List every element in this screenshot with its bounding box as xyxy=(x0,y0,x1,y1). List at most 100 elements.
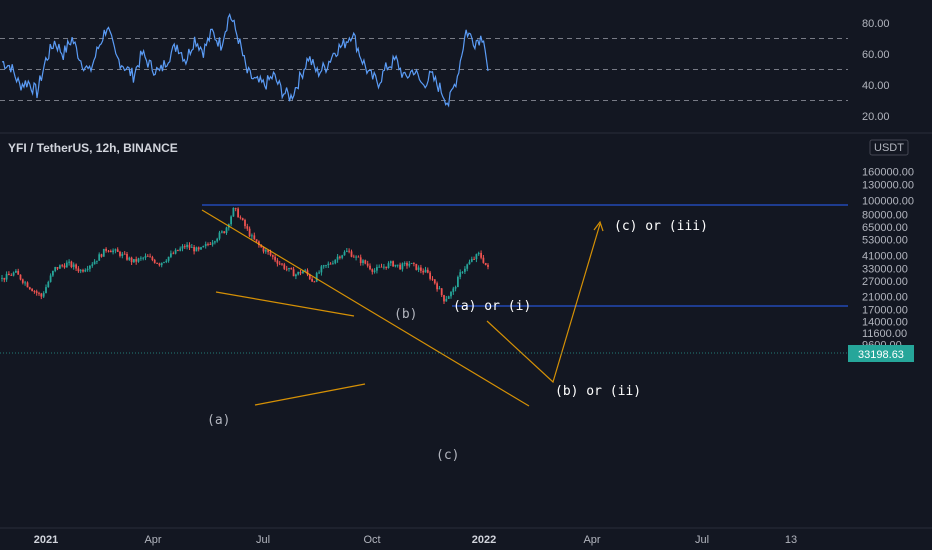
candle-body xyxy=(40,293,43,297)
candle-body xyxy=(21,279,24,283)
oscillator-levels xyxy=(0,38,848,101)
candle-body xyxy=(225,227,228,233)
candle-body xyxy=(318,272,320,274)
candle-body xyxy=(75,264,77,269)
oscillator-tick-label: 20.00 xyxy=(862,111,890,123)
time-tick-label: Apr xyxy=(583,534,600,546)
candle-body xyxy=(137,258,140,262)
candle-body xyxy=(68,261,70,263)
candle-body xyxy=(464,268,466,272)
candle-body xyxy=(431,278,434,280)
triangle-lower-line xyxy=(254,383,366,406)
candle-body xyxy=(408,263,411,266)
time-axis[interactable]: 2021 Apr Jul Oct 2022 Apr Jul 13 xyxy=(34,534,797,546)
candle-body xyxy=(207,244,209,245)
candle-body xyxy=(89,265,91,269)
candle-body xyxy=(320,266,323,273)
candle-body xyxy=(133,259,135,263)
price-tick-label: 21000.00 xyxy=(862,292,908,304)
candle-body xyxy=(91,264,94,266)
horizontal-levels xyxy=(202,204,848,307)
candle-body xyxy=(410,263,413,264)
candle-body xyxy=(329,263,332,265)
candle-body xyxy=(200,247,202,250)
candle-body xyxy=(135,259,138,262)
candle-body xyxy=(237,208,239,218)
candle-body xyxy=(128,257,131,260)
price-tick-label: 80000.00 xyxy=(862,209,908,221)
candle-body xyxy=(369,265,371,270)
candle-body xyxy=(357,256,360,258)
annotations: (a) (b) (c) (a) or (i) (b) or (ii) (c) or (ii… xyxy=(207,219,708,463)
candle-body xyxy=(334,259,337,264)
price-tick-label: 17000.00 xyxy=(862,304,908,316)
candle-body xyxy=(163,262,165,263)
candle-body xyxy=(295,274,297,277)
candle-body xyxy=(202,246,205,248)
oscillator-line xyxy=(1,12,489,108)
candle-body xyxy=(276,260,279,264)
candle-body xyxy=(98,254,101,261)
oscillator-pane[interactable] xyxy=(0,12,848,108)
candle-body xyxy=(450,291,452,297)
candle-body xyxy=(54,267,57,271)
candle-body xyxy=(241,218,244,221)
candle-body xyxy=(459,272,462,277)
candle-body xyxy=(107,250,110,252)
oscillator-tick-label: 60.00 xyxy=(862,49,890,61)
candle-body xyxy=(480,252,482,258)
candle-body xyxy=(308,274,311,279)
candle-body xyxy=(315,273,318,282)
candle-body xyxy=(362,260,364,263)
candle-body xyxy=(269,252,272,256)
candle-body xyxy=(190,247,193,248)
candle-body xyxy=(19,274,22,280)
candle-body xyxy=(258,241,260,245)
time-tick-label: 13 xyxy=(785,534,797,546)
price-tick-label: 160000.00 xyxy=(862,167,914,179)
candle-body xyxy=(114,249,117,251)
candle-body xyxy=(216,238,219,242)
candle-body xyxy=(341,255,344,258)
candle-body xyxy=(105,248,107,251)
candle-body xyxy=(100,254,103,257)
candle-body xyxy=(144,255,147,258)
oscillator-tick-label: 80.00 xyxy=(862,18,890,30)
candle-body xyxy=(355,256,357,258)
candle-body xyxy=(424,269,427,273)
candle-body xyxy=(153,260,156,263)
candle-body xyxy=(396,264,399,266)
candle-body xyxy=(10,275,13,276)
candle-body xyxy=(406,263,408,266)
candle-body xyxy=(292,269,295,277)
candle-body xyxy=(49,275,52,282)
candle-body xyxy=(461,271,464,273)
candle-body xyxy=(322,265,325,267)
wave-label: (b) xyxy=(394,307,417,322)
candle-body xyxy=(112,250,114,253)
candle-body xyxy=(140,257,142,259)
candle-body xyxy=(130,257,133,263)
candle-body xyxy=(65,262,68,268)
time-tick-label: 2022 xyxy=(472,534,496,546)
candle-body xyxy=(188,244,191,248)
candle-body xyxy=(63,265,66,268)
candle-body xyxy=(165,260,168,262)
candle-body xyxy=(475,254,478,260)
candle-body xyxy=(209,244,212,245)
candle-body xyxy=(59,265,61,269)
wave-label: (c) or (iii) xyxy=(614,219,708,234)
price-tick-label: 41000.00 xyxy=(862,250,908,262)
candle-body xyxy=(438,288,441,290)
candle-body xyxy=(299,271,302,274)
current-price-tag: 33198.63 xyxy=(0,345,914,362)
candle-body xyxy=(413,263,415,264)
candle-body xyxy=(380,266,383,268)
candle-body xyxy=(146,255,149,257)
candle-body xyxy=(443,295,445,302)
candle-body xyxy=(426,269,429,273)
candle-body xyxy=(197,247,200,250)
